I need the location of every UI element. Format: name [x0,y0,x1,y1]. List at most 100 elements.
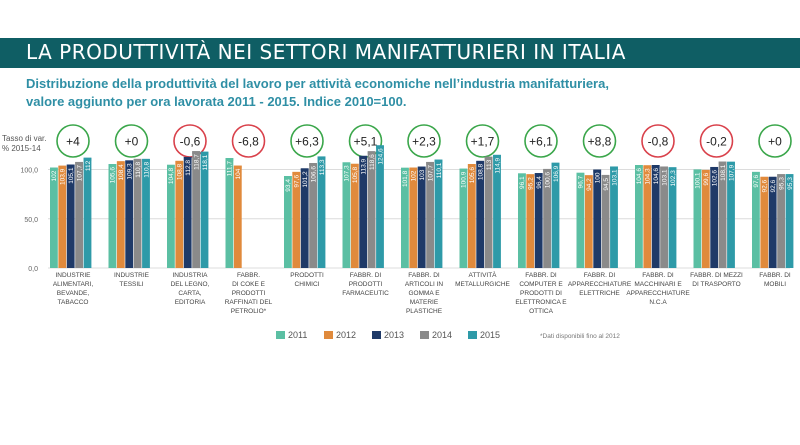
rate-circle [465,124,500,158]
bar [493,154,501,268]
bar-cap [83,157,92,161]
title-bar [0,38,800,68]
bar [543,168,551,268]
bar [551,162,560,268]
category-label: FABBR. DI [759,272,791,279]
category-label: INDUSTRIA [172,272,208,279]
bar [108,164,117,268]
bar-cap [476,160,485,164]
bar-cap [284,176,292,180]
bar-value-label: 106,6 [310,166,317,183]
rate-circle [524,124,558,158]
bar [225,158,234,268]
bar-cap [651,165,660,169]
bar-cap [459,168,468,172]
bar-cap [493,154,501,158]
bar [534,173,543,268]
bar [752,171,760,268]
bar-value-label: 94,5 [603,178,610,191]
bar [58,165,67,268]
rate-circle [582,124,617,158]
bar-cap [584,175,593,179]
bar-cap [116,161,125,165]
rate-circle [641,124,675,158]
category-label: ELETTRICHE [579,290,620,297]
legend-label: 2013 [384,330,404,340]
bar-value-label: 118,6 [369,154,376,170]
bar-value-label: 95,3 [778,177,785,190]
rate-label: -0,6 [180,135,201,149]
bar-value-label: 118,1 [202,154,209,170]
bar [701,169,710,268]
rate-label: -0,8 [648,135,669,149]
bar [342,162,351,268]
category-label: PRODOTTI DI [520,290,562,297]
bar [584,175,593,268]
bar [284,176,292,268]
bar [484,156,493,268]
bar-value-label: 96,7 [578,175,585,188]
bar-cap [142,158,150,162]
bar-value-label: 95,3 [787,177,794,190]
subtitle-line-2: valore aggiunto per ora lavorata 2011 - … [26,94,407,109]
category-label: CARTA, [178,290,201,297]
legend-swatch [372,331,381,339]
bar-cap [701,169,710,173]
bar-value-label: 112,8 [185,160,192,176]
bar-cap [727,161,735,165]
bar [192,151,200,268]
category-label: FABBR. DI MEZZI [690,272,743,279]
rate-circle [699,124,734,158]
y-tick-label: 50,0 [24,217,38,224]
bar-value-label: 108,8 [478,164,485,181]
category-label: TESSILI [119,281,143,288]
legend-swatch [276,331,285,339]
footnote: *Dati disponibili fino al 2012 [540,333,620,340]
rate-circle [407,124,441,158]
rate-label: +0 [125,135,139,149]
bar-cap [108,164,117,168]
bar-value-label: 113,9 [361,158,368,174]
category-label: MOBILI [764,281,786,288]
category-label: N.C.A [649,299,667,306]
bar-value-label: 110,8 [143,162,150,178]
category-label: COMPUTER E [519,281,563,288]
bar-value-label: 103 [419,169,426,180]
bar [777,174,785,268]
bar [317,156,326,268]
rate-label: -0,2 [706,135,727,149]
bar-value-label: 103,9 [60,168,67,185]
bar-value-label: 113 [486,159,493,170]
bar-value-label: 100,1 [695,172,702,189]
bar-value-label: 103,1 [661,169,668,186]
bar-value-label: 105,1 [68,167,75,184]
bar-value-label: 102,6 [712,170,719,187]
bar [760,176,769,268]
bar [426,161,434,268]
bar [576,172,585,268]
bar [668,167,677,268]
bar-cap [342,162,351,166]
rate-circle [231,124,266,158]
bar [467,164,476,268]
category-label: DI TRASPORTO [692,281,740,288]
bar [635,165,643,268]
category-label: OTTICA [529,308,553,315]
category-label: ARTICOLI IN [405,281,443,288]
category-label: PRODOTTI [232,290,266,297]
bar-cap [693,169,702,173]
bar [459,168,468,268]
bar [367,151,376,268]
bar-cap [635,165,643,169]
bar-cap [643,165,652,169]
bar-value-label: 102 [51,170,58,181]
bar-value-label: 118,7 [193,154,200,170]
category-label: MATERIE [410,299,439,306]
category-label: INDUSTRIE [55,272,91,279]
bar-cap [66,164,75,168]
bar-cap [309,163,317,167]
rate-circle [290,124,324,158]
bar-value-label: 108,8 [177,164,184,181]
category-label: FABBR. DI [584,272,616,279]
bar-value-label: 105,8 [352,166,359,183]
